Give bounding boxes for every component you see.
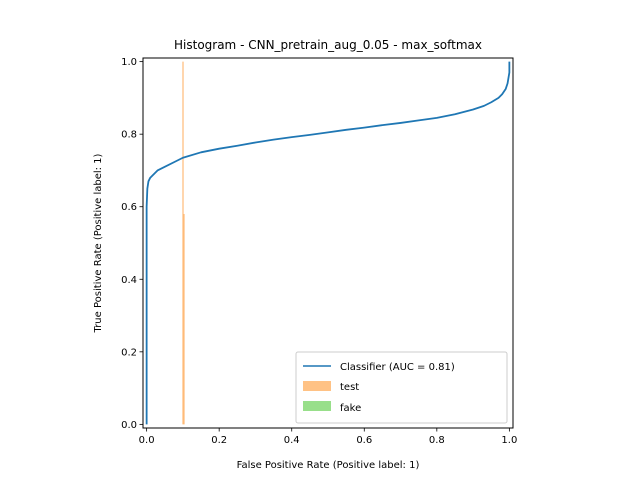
legend-test-swatch [303, 381, 331, 391]
roc-curve-line [145, 61, 511, 425]
legend-fake-swatch [303, 401, 331, 411]
x-tick-label: 0.8 [429, 435, 445, 446]
legend-test-label: test [340, 382, 359, 393]
chart-title: Histogram - CNN_pretrain_aug_0.05 - max_… [174, 38, 482, 52]
legend: Classifier (AUC = 0.81) test fake [295, 351, 508, 424]
x-tick-label: 0.6 [356, 435, 372, 446]
x-axis-label: False Positive Rate (Positive label: 1) [237, 460, 420, 471]
x-tick-label: 0.4 [284, 435, 300, 446]
x-tick-label: 0.2 [211, 435, 227, 446]
y-tick-label: 0.8 [121, 130, 137, 141]
legend-frame [295, 351, 508, 424]
y-axis-ticks: 0.0 0.2 0.4 0.6 0.8 1.0 [121, 57, 143, 431]
y-tick-label: 0.4 [121, 275, 137, 286]
x-tick-label: 1.0 [501, 435, 517, 446]
y-axis-label: True Positive Rate (Positive label: 1) [93, 153, 104, 333]
test-histogram-bar [183, 213, 185, 425]
test-histogram-bars [182, 61, 185, 425]
x-tick-label: 0.0 [139, 435, 155, 446]
y-tick-label: 0.2 [121, 347, 137, 358]
plot-area [142, 57, 514, 429]
legend-classifier-label: Classifier (AUC = 0.81) [340, 362, 455, 373]
legend-fake-label: fake [340, 403, 361, 414]
roc-curve [145, 61, 511, 425]
y-tick-label: 1.0 [121, 57, 137, 68]
y-tick-label: 0.6 [121, 202, 137, 213]
y-tick-label: 0.0 [121, 420, 137, 431]
x-axis-ticks: 0.0 0.2 0.4 0.6 0.8 1.0 [139, 428, 517, 446]
axes-frame [142, 57, 514, 429]
test-histogram-bar [182, 61, 184, 425]
